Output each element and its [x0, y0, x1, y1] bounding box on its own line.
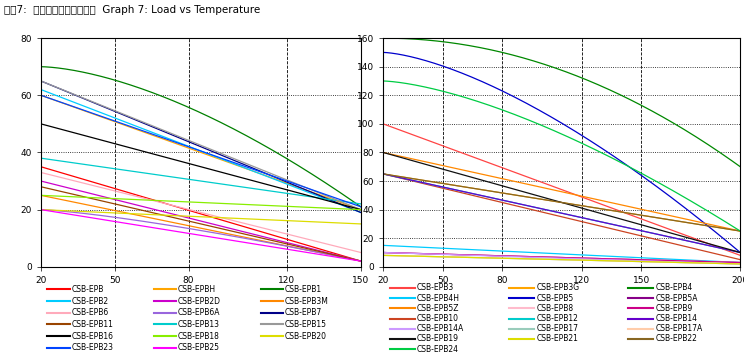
Text: CSB-EPB23: CSB-EPB23 — [71, 343, 113, 352]
Text: CSB-EPB22: CSB-EPB22 — [655, 334, 697, 343]
Text: CSB-EPB5A: CSB-EPB5A — [655, 294, 698, 303]
Text: CSB-EPB21: CSB-EPB21 — [536, 334, 578, 343]
Text: CSB-EPB25: CSB-EPB25 — [178, 343, 220, 352]
Text: CSB-EPB3M: CSB-EPB3M — [285, 297, 328, 306]
Text: CSB-EPB4H: CSB-EPB4H — [417, 294, 460, 303]
Text: CSB-EPB17: CSB-EPB17 — [536, 324, 578, 333]
Text: CSB-EPB5Z: CSB-EPB5Z — [417, 304, 460, 313]
Text: CSB-EPB1: CSB-EPB1 — [285, 285, 321, 294]
Text: CSB-EPB2D: CSB-EPB2D — [178, 297, 221, 306]
Text: CSB-EPB5: CSB-EPB5 — [536, 294, 574, 303]
Text: CSB-EPB14: CSB-EPB14 — [655, 314, 697, 323]
Text: CSB-EPB3: CSB-EPB3 — [417, 284, 455, 293]
Text: CSB-EPB12: CSB-EPB12 — [536, 314, 578, 323]
Text: CSB-EPB14A: CSB-EPB14A — [417, 324, 464, 333]
Text: CSB-EPB9: CSB-EPB9 — [655, 304, 693, 313]
Text: CSB-EPB18: CSB-EPB18 — [178, 331, 219, 340]
Text: CSB-EPB11: CSB-EPB11 — [71, 320, 113, 329]
Text: CSB-EPB6A: CSB-EPB6A — [178, 308, 220, 317]
Text: CSB-EPB15: CSB-EPB15 — [285, 320, 327, 329]
Text: CSB-EPB4: CSB-EPB4 — [655, 284, 693, 293]
Text: CSB-EPB19: CSB-EPB19 — [417, 334, 459, 343]
Text: CSB-EPB7: CSB-EPB7 — [285, 308, 322, 317]
Text: CSB-EPBH: CSB-EPBH — [178, 285, 216, 294]
Text: CSB-EPB13: CSB-EPB13 — [178, 320, 220, 329]
Text: CSB-EPB16: CSB-EPB16 — [71, 331, 113, 340]
Text: CSB-EPB24: CSB-EPB24 — [417, 344, 459, 354]
Text: CSB-EPB8: CSB-EPB8 — [536, 304, 573, 313]
Text: CSB-EPB3G: CSB-EPB3G — [536, 284, 580, 293]
Text: CSB-EPB10: CSB-EPB10 — [417, 314, 459, 323]
Text: CSB-EPB: CSB-EPB — [71, 285, 103, 294]
Text: CSB-EPB2: CSB-EPB2 — [71, 297, 109, 306]
Text: CSB-EPB17A: CSB-EPB17A — [655, 324, 702, 333]
Text: CSB-EPB20: CSB-EPB20 — [285, 331, 327, 340]
Text: CSB-EPB6: CSB-EPB6 — [71, 308, 109, 317]
Text: 图表7:  载荷随温度变化曲线图  Graph 7: Load vs Temperature: 图表7: 载荷随温度变化曲线图 Graph 7: Load vs Tempera… — [4, 5, 260, 16]
